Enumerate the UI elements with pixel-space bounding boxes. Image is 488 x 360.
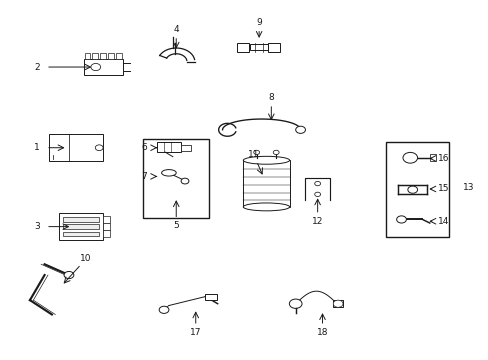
Circle shape	[402, 152, 417, 163]
Bar	[108, 53, 114, 59]
Bar	[63, 217, 99, 222]
Circle shape	[295, 126, 305, 134]
Circle shape	[396, 216, 406, 223]
Bar	[92, 53, 98, 59]
Bar	[429, 154, 435, 161]
Ellipse shape	[243, 156, 289, 164]
Bar	[385, 142, 448, 237]
Bar	[181, 145, 190, 150]
Circle shape	[253, 150, 259, 154]
Bar	[103, 223, 110, 230]
Bar	[332, 300, 342, 307]
Circle shape	[332, 300, 342, 307]
Text: 10: 10	[80, 255, 92, 264]
Text: 18: 18	[316, 328, 327, 337]
Text: 13: 13	[462, 183, 473, 192]
Circle shape	[314, 181, 320, 186]
Circle shape	[273, 150, 279, 154]
Bar	[237, 43, 249, 51]
Bar	[63, 225, 99, 229]
Text: 15: 15	[437, 184, 448, 193]
Bar	[243, 160, 289, 207]
Bar	[103, 216, 110, 223]
Text: 5: 5	[173, 221, 179, 230]
Text: 14: 14	[437, 217, 448, 226]
Bar	[157, 142, 181, 152]
Text: 11: 11	[247, 150, 259, 159]
Circle shape	[91, 63, 101, 71]
Text: 16: 16	[437, 154, 448, 163]
Bar	[143, 139, 209, 218]
Text: 9: 9	[256, 18, 262, 27]
Text: 6: 6	[142, 143, 147, 152]
Text: 2: 2	[34, 63, 40, 72]
Bar	[84, 53, 90, 59]
Bar	[103, 230, 110, 237]
Bar	[83, 59, 122, 75]
Text: 4: 4	[173, 25, 179, 34]
Circle shape	[314, 192, 320, 197]
Circle shape	[407, 186, 417, 193]
Bar	[59, 213, 103, 240]
Bar	[267, 43, 280, 51]
Bar	[204, 294, 216, 300]
Bar	[49, 134, 103, 161]
Circle shape	[64, 271, 74, 279]
Bar	[250, 44, 267, 50]
Bar	[100, 53, 106, 59]
Circle shape	[181, 178, 188, 184]
Ellipse shape	[161, 170, 176, 176]
Ellipse shape	[243, 203, 289, 211]
Text: 7: 7	[142, 172, 147, 181]
Circle shape	[159, 306, 168, 314]
Circle shape	[289, 299, 302, 309]
Text: 17: 17	[190, 328, 201, 337]
Bar	[116, 53, 122, 59]
Text: 8: 8	[268, 93, 274, 102]
Text: 1: 1	[34, 143, 40, 152]
Bar	[63, 231, 99, 236]
Text: 12: 12	[311, 217, 323, 226]
Circle shape	[95, 145, 103, 150]
Text: 3: 3	[34, 222, 40, 231]
